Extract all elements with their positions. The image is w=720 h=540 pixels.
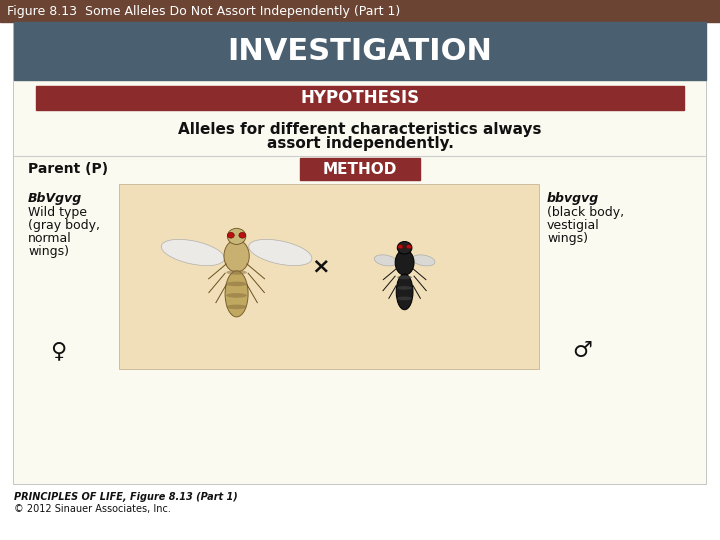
Text: © 2012 Sinauer Associates, Inc.: © 2012 Sinauer Associates, Inc. xyxy=(14,504,171,514)
Text: ♀: ♀ xyxy=(50,341,66,361)
Ellipse shape xyxy=(374,255,397,266)
Text: bbvgvg: bbvgvg xyxy=(547,192,599,205)
Ellipse shape xyxy=(395,250,414,275)
Ellipse shape xyxy=(248,239,312,266)
Text: Wild type: Wild type xyxy=(28,206,87,219)
Ellipse shape xyxy=(226,293,247,298)
Ellipse shape xyxy=(228,232,234,238)
Text: Figure 8.13  Some Alleles Do Not Assort Independently (Part 1): Figure 8.13 Some Alleles Do Not Assort I… xyxy=(7,4,400,17)
Text: ×: × xyxy=(311,256,330,276)
Text: (black body,: (black body, xyxy=(547,206,624,219)
Text: vestigial: vestigial xyxy=(547,219,600,232)
Ellipse shape xyxy=(397,275,412,279)
Bar xyxy=(14,22,706,80)
Text: METHOD: METHOD xyxy=(323,161,397,177)
Ellipse shape xyxy=(397,286,412,290)
Text: BbVgvg: BbVgvg xyxy=(28,192,82,205)
Ellipse shape xyxy=(239,232,246,238)
Ellipse shape xyxy=(412,255,435,266)
Ellipse shape xyxy=(224,240,249,272)
Ellipse shape xyxy=(397,241,412,254)
Ellipse shape xyxy=(397,245,403,249)
Bar xyxy=(0,0,720,22)
Ellipse shape xyxy=(226,305,247,309)
Text: INVESTIGATION: INVESTIGATION xyxy=(228,37,492,65)
Text: normal: normal xyxy=(28,232,72,245)
Text: wings): wings) xyxy=(547,232,588,245)
Text: Parent (P): Parent (P) xyxy=(28,162,108,176)
Ellipse shape xyxy=(396,274,413,310)
Text: PRINCIPLES OF LIFE, Figure 8.13 (Part 1): PRINCIPLES OF LIFE, Figure 8.13 (Part 1) xyxy=(14,492,238,502)
Bar xyxy=(36,86,684,110)
Ellipse shape xyxy=(397,296,412,300)
Text: assort independently.: assort independently. xyxy=(266,136,454,151)
Ellipse shape xyxy=(226,270,247,275)
Text: (gray body,: (gray body, xyxy=(28,219,100,232)
Ellipse shape xyxy=(226,281,247,286)
Text: Alleles for different characteristics always: Alleles for different characteristics al… xyxy=(179,122,541,137)
Ellipse shape xyxy=(228,228,246,245)
Text: ♂: ♂ xyxy=(572,341,592,361)
Bar xyxy=(119,184,539,369)
Ellipse shape xyxy=(406,245,411,249)
Text: wings): wings) xyxy=(28,245,69,258)
Bar xyxy=(14,22,706,484)
Ellipse shape xyxy=(225,271,248,317)
Bar xyxy=(14,80,706,484)
Ellipse shape xyxy=(161,239,225,266)
Bar xyxy=(300,158,420,180)
Text: HYPOTHESIS: HYPOTHESIS xyxy=(300,89,420,107)
